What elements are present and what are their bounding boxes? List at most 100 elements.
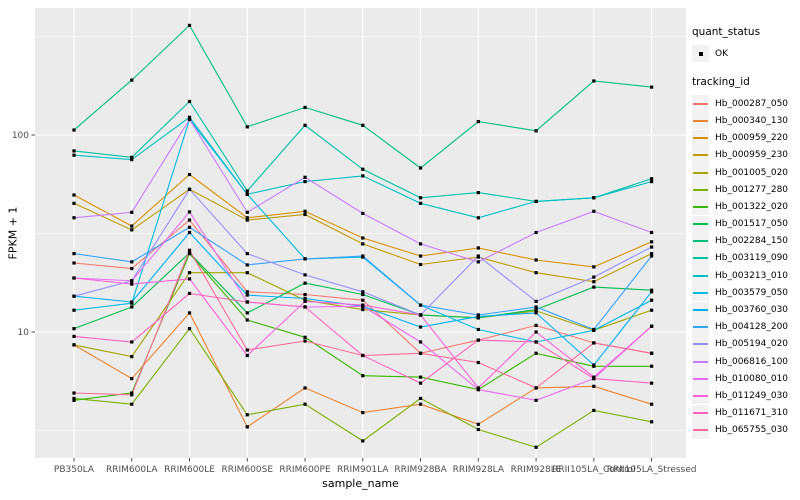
data-point — [476, 191, 480, 195]
data-point — [130, 377, 134, 381]
data-point — [592, 363, 596, 367]
data-point — [303, 209, 307, 213]
data-point — [72, 128, 76, 132]
data-point — [650, 177, 654, 181]
data-point — [72, 334, 76, 338]
legend-item: Hb_010080_010 — [692, 370, 798, 388]
legend-item-label: Hb_004128_200 — [715, 322, 789, 333]
data-point — [72, 153, 76, 157]
data-point — [361, 298, 365, 302]
legend-item: Hb_011249_030 — [692, 387, 798, 405]
legend-ok-label: OK — [715, 48, 728, 59]
data-point — [245, 353, 249, 358]
data-point — [245, 252, 249, 256]
legend-item-label: Hb_011671_310 — [715, 408, 789, 419]
data-point — [72, 294, 76, 298]
data-point — [72, 252, 76, 256]
data-point — [476, 338, 480, 342]
legend-key-box — [692, 164, 709, 182]
legend-item-label: Hb_003760_030 — [715, 305, 789, 316]
data-point — [187, 172, 192, 177]
data-point — [361, 374, 365, 378]
legend-line-icon — [693, 188, 708, 191]
data-point — [187, 117, 192, 122]
legend-item-label: Hb_000959_220 — [715, 133, 789, 144]
x-tick-label: RRIM928BA — [394, 465, 447, 475]
x-tick-label: PB350LA — [54, 465, 95, 475]
data-point — [361, 211, 365, 215]
x-tick-label: RRIM600LE — [164, 465, 215, 475]
data-point — [592, 209, 596, 213]
data-point — [130, 300, 134, 304]
legend-key-box — [692, 370, 709, 388]
data-point — [361, 410, 365, 415]
x-tick-label: RRII105LA_Stressed — [607, 465, 697, 475]
data-point — [303, 335, 307, 339]
data-point — [130, 158, 134, 162]
x-tick-label: RRIM600PE — [279, 465, 331, 475]
data-point — [650, 230, 654, 235]
legend-item: Hb_003119_090 — [692, 249, 798, 267]
data-point — [534, 340, 538, 344]
data-point — [303, 257, 307, 261]
legend-key-box — [692, 181, 709, 199]
legend-item-label: Hb_010080_010 — [715, 373, 789, 384]
data-point — [245, 189, 249, 193]
legend-line-icon — [693, 154, 708, 157]
data-point — [650, 308, 654, 312]
data-point — [187, 248, 192, 252]
data-point — [650, 298, 654, 302]
data-point — [476, 260, 480, 264]
legend-item: Hb_005194_020 — [692, 335, 798, 353]
data-point — [534, 271, 538, 275]
legend-line-icon — [693, 257, 708, 260]
data-point — [476, 427, 480, 432]
y-tick-label: 10 — [18, 328, 30, 338]
data-point — [245, 216, 249, 220]
data-point — [187, 115, 192, 119]
legend-item: Hb_001322_020 — [692, 198, 798, 216]
legend-line-icon — [693, 291, 708, 294]
legend-key-box — [692, 95, 709, 113]
data-point — [245, 318, 249, 322]
data-point — [72, 398, 76, 402]
data-point — [592, 280, 596, 284]
data-point — [361, 303, 365, 307]
data-point — [418, 381, 423, 385]
data-point — [361, 292, 365, 297]
data-point — [130, 279, 134, 283]
data-point — [592, 275, 596, 279]
legend-tracking-items: Hb_000287_050 Hb_000340_130 Hb_000959_220 H… — [692, 95, 798, 439]
data-point — [534, 311, 538, 315]
legend-item-label: Hb_003213_010 — [715, 270, 789, 281]
legend-key-box — [692, 318, 709, 336]
data-point — [303, 273, 307, 277]
x-axis-title: sample_name — [322, 477, 399, 490]
data-point — [476, 216, 480, 220]
data-point — [418, 201, 423, 205]
data-point — [303, 386, 307, 390]
data-point — [303, 212, 307, 217]
legend-line-icon — [693, 343, 708, 346]
data-point — [650, 245, 654, 249]
data-point — [130, 282, 134, 286]
legend-item: Hb_000287_050 — [692, 95, 798, 113]
data-point — [650, 402, 654, 406]
data-point — [303, 180, 307, 184]
data-point — [592, 341, 596, 345]
data-point — [592, 265, 596, 269]
legend-tracking-id-title: tracking_id — [692, 76, 750, 89]
legend-key-box — [692, 45, 709, 63]
x-tick-label: RRIM901LA — [337, 465, 389, 475]
data-point — [476, 254, 480, 258]
legend-item: Hb_000959_220 — [692, 129, 798, 147]
data-point — [245, 311, 249, 315]
legend-key-box — [692, 249, 709, 267]
data-point — [72, 201, 76, 205]
data-point — [303, 305, 307, 309]
data-point — [130, 391, 134, 395]
data-point — [592, 384, 596, 388]
data-point — [72, 261, 76, 265]
